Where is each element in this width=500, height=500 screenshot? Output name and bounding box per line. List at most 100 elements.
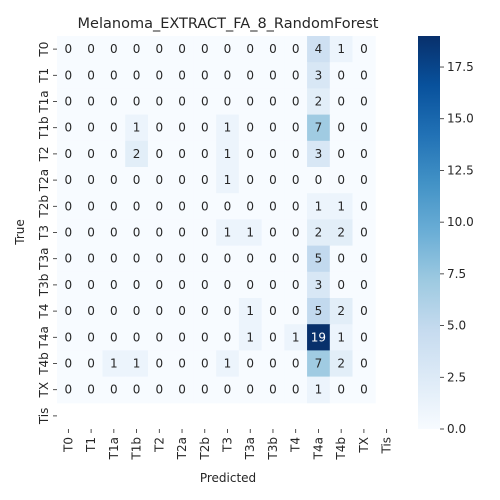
- heatmap-cell: [307, 88, 331, 116]
- y-tick-label: T1a: [37, 90, 51, 113]
- heatmap-cell: [125, 62, 149, 89]
- heatmap-cell: [307, 245, 331, 273]
- cell-value-label: 2: [315, 95, 323, 109]
- y-tick-label: T2b: [37, 195, 51, 219]
- cell-value-label: 0: [224, 95, 232, 109]
- cell-value-label: 0: [292, 121, 300, 135]
- cell-value-label: 0: [65, 121, 73, 135]
- heatmap-cell: [102, 324, 126, 351]
- cell-value-label: 0: [178, 226, 186, 240]
- cell-value-label: 0: [178, 121, 186, 135]
- heatmap-cell: [284, 324, 308, 351]
- heatmap-cell: [102, 62, 126, 89]
- cell-value-label: 0: [65, 383, 73, 397]
- cell-value-label: 0: [155, 330, 163, 344]
- cell-value-label: 1: [315, 383, 323, 397]
- heatmap-cell: [352, 219, 376, 247]
- cell-value-label: 0: [337, 68, 345, 82]
- cell-value-label: 0: [246, 357, 254, 371]
- heatmap-cell: [261, 271, 285, 299]
- cell-value-label: 0: [269, 226, 277, 240]
- cell-value-label: 0: [224, 252, 232, 266]
- heatmap-cell: [307, 36, 331, 63]
- heatmap-cell: [238, 298, 263, 325]
- y-tick-labels: T0 T1 T1a T1b T2 T2a T2b T3 T3a T3b T4 T4a T4b TX Tis: [37, 42, 57, 425]
- y-tick-label: T4: [37, 304, 51, 320]
- x-tick-label: T2b: [198, 437, 212, 461]
- cell-value-label: 0: [155, 278, 163, 292]
- x-tick-label: T3: [221, 437, 235, 453]
- heatmap-cell: [284, 350, 308, 378]
- heatmap-cell: [352, 245, 376, 273]
- colorbar-tick-label: 10.0: [447, 215, 474, 229]
- heatmap-cell: [216, 167, 240, 194]
- heatmap-cell: [238, 193, 263, 220]
- cell-value-label: 0: [201, 173, 209, 187]
- heatmap-cell: [147, 140, 172, 168]
- cell-value-label: 0: [201, 147, 209, 161]
- x-tick-label: T1: [84, 437, 98, 453]
- cell-value-label: 7: [315, 357, 323, 371]
- colorbar: [418, 36, 440, 429]
- cell-value-label: 0: [133, 252, 141, 266]
- cell-value-label: 0: [87, 121, 95, 135]
- cell-value-label: 0: [155, 147, 163, 161]
- cell-value-label: 0: [224, 330, 232, 344]
- heatmap-cell: [170, 350, 194, 378]
- heatmap-cell: [193, 88, 217, 116]
- heatmap-cell: [147, 62, 172, 89]
- cell-value-label: 0: [337, 252, 345, 266]
- cell-value-label: 0: [269, 357, 277, 371]
- cell-value-label: 0: [87, 147, 95, 161]
- cell-value-label: 0: [110, 121, 118, 135]
- heatmap-cell: [102, 219, 126, 247]
- x-tick-label: Tis: [380, 437, 394, 455]
- heatmap-cell: [261, 114, 285, 142]
- cell-value-label: 0: [87, 252, 95, 266]
- cell-value-label: 0: [269, 121, 277, 135]
- y-axis-title: True: [13, 219, 27, 246]
- heatmap-cell: [329, 114, 354, 142]
- cell-value-label: 1: [337, 42, 345, 56]
- cell-value-label: 0: [360, 68, 368, 82]
- cell-value-label: 0: [201, 95, 209, 109]
- x-tick-label: T0: [61, 437, 75, 453]
- cell-value-label: 0: [360, 278, 368, 292]
- cell-value-label: 0: [178, 357, 186, 371]
- heatmap-cell: [102, 36, 126, 63]
- cell-value-label: 0: [133, 330, 141, 344]
- x-tick-label: T4: [289, 437, 303, 453]
- cell-value-label: 0: [201, 383, 209, 397]
- cell-value-label: 2: [337, 304, 345, 318]
- heatmap-cell: [147, 219, 172, 247]
- heatmap-cell: [238, 140, 263, 168]
- cell-value-label: 0: [292, 199, 300, 213]
- cell-value-label: 0: [292, 383, 300, 397]
- heatmap-cell: [125, 88, 149, 116]
- heatmap-cell: [329, 62, 354, 89]
- cell-value-label: 1: [246, 304, 254, 318]
- y-tick-label: T4a: [37, 326, 51, 349]
- heatmap-cell: [170, 36, 194, 63]
- cell-value-label: 0: [337, 173, 345, 187]
- cell-value-label: 0: [155, 304, 163, 318]
- cell-value-label: 0: [337, 383, 345, 397]
- cell-value-label: 0: [155, 199, 163, 213]
- cell-value-label: 0: [65, 252, 73, 266]
- cell-value-label: 0: [110, 42, 118, 56]
- heatmap-cell: [307, 140, 331, 168]
- heatmap-cell: [284, 62, 308, 89]
- cell-value-label: 2: [315, 226, 323, 240]
- heatmap-cell: [57, 219, 81, 247]
- heatmap-cell: [238, 114, 263, 142]
- heatmap-cell: [216, 219, 240, 247]
- heatmap-cell: [147, 36, 172, 63]
- cell-value-label: 0: [87, 68, 95, 82]
- cell-value-label: 0: [178, 68, 186, 82]
- colorbar-tick-label: 17.5: [447, 60, 474, 74]
- heatmap-cell: [238, 167, 263, 194]
- cell-value-label: 0: [110, 252, 118, 266]
- cell-value-label: 0: [65, 304, 73, 318]
- cell-value-label: 0: [201, 42, 209, 56]
- cell-value-label: 0: [292, 304, 300, 318]
